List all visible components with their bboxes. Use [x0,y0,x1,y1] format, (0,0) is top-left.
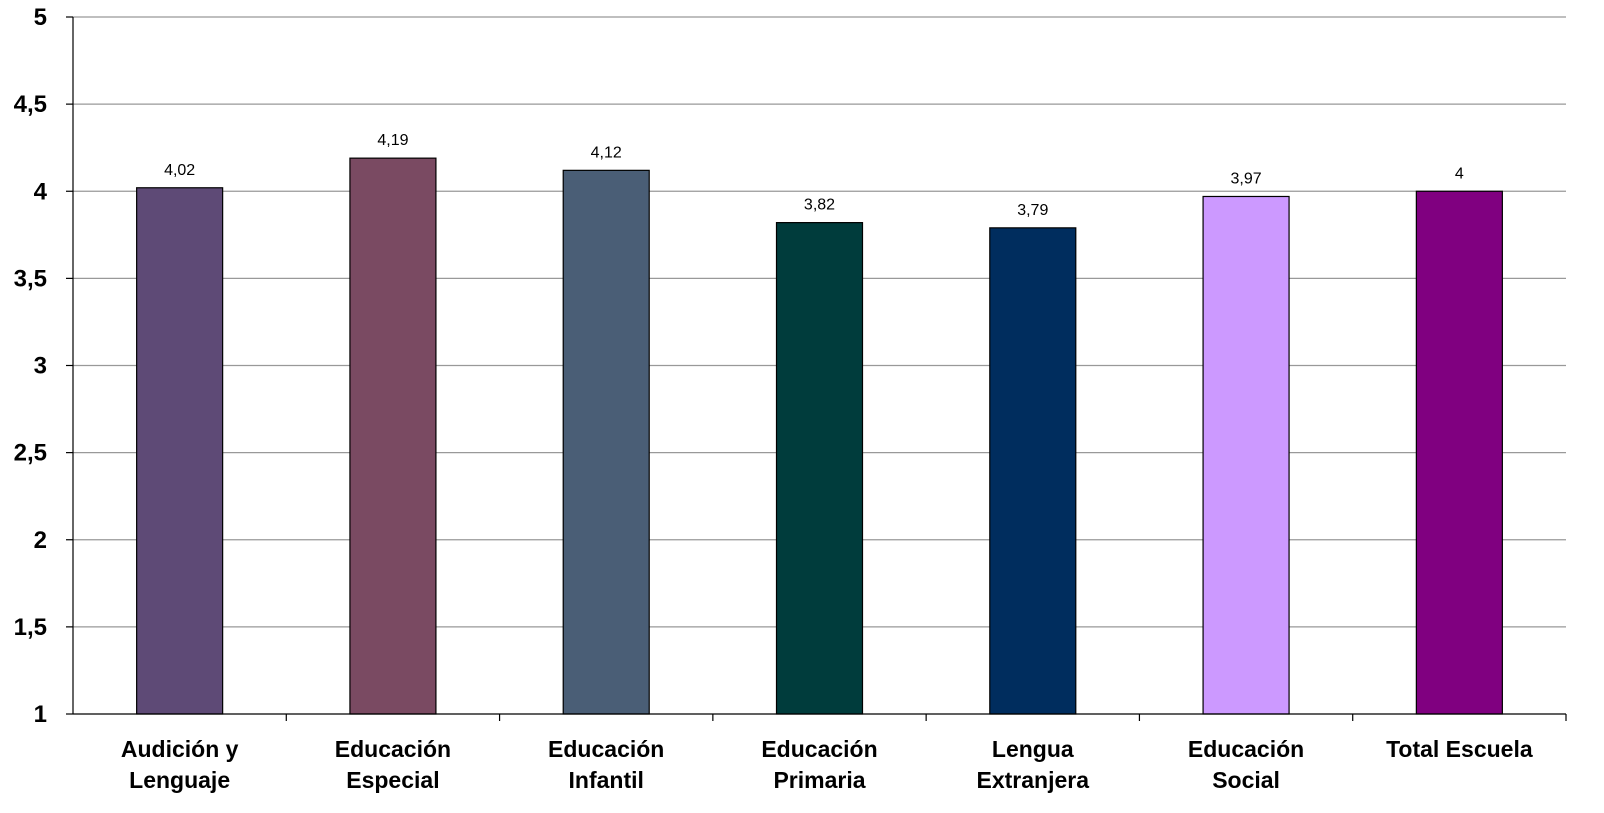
x-tick-label-line: Audición y [121,736,239,762]
x-tick-label-line: Educación [761,736,877,762]
data-label: 4,12 [591,144,622,161]
labels: 1 1,5 2 2,5 3 3,5 4 4,5 5 4,02 Audición y Lenguaje 4… [14,4,1533,793]
x-tick-label: Lengua Extranjera [977,736,1090,793]
x-tick-label: Educación Especial [335,736,451,793]
data-label: 4 [1455,165,1464,182]
bar [989,227,1077,715]
bar [1202,195,1290,715]
data-label: 4,02 [164,162,195,179]
data-label: 3,82 [804,197,835,214]
y-tick-label: 4 [34,178,48,205]
data-label: 4,19 [377,132,408,149]
x-tick-label-line: Total Escuela [1386,736,1533,762]
y-tick-label: 1 [34,701,47,728]
x-tick-label: Educación Infantil [548,736,664,793]
y-tick-label: 2,5 [14,440,47,467]
x-tick-label-line: Educación [335,736,451,762]
x-tick-label-line: Lenguaje [129,767,230,793]
x-tick-label-line: Infantil [569,767,644,793]
axes [66,16,1567,721]
x-tick-label-line: Educación [548,736,664,762]
x-tick-label: Total Escuela [1386,736,1533,762]
data-label: 3,79 [1017,202,1048,219]
y-tick-label: 5 [34,4,47,31]
bar [775,222,864,715]
x-tick-label-line: Especial [346,767,439,793]
y-tick-label: 3 [34,353,47,380]
bar [349,157,437,715]
x-tick-label: Educación Primaria [761,736,877,793]
x-tick-label: Audición y Lenguaje [121,736,239,793]
data-label: 3,97 [1231,170,1262,187]
x-tick-label-line: Extranjera [977,767,1090,793]
bar [1415,190,1503,715]
x-tick-label: Educación Social [1188,736,1304,793]
x-tick-label-line: Social [1212,767,1280,793]
x-tick-label-line: Primaria [773,767,865,793]
y-tick-label: 3,5 [14,265,47,292]
bar [136,187,224,715]
x-tick-label-line: Lengua [992,736,1074,762]
y-tick-label: 4,5 [14,91,47,118]
y-tick-label: 1,5 [14,614,47,641]
bars [136,157,1503,715]
x-tick-label-line: Educación [1188,736,1304,762]
bar [562,169,650,715]
y-tick-label: 2 [34,527,47,554]
